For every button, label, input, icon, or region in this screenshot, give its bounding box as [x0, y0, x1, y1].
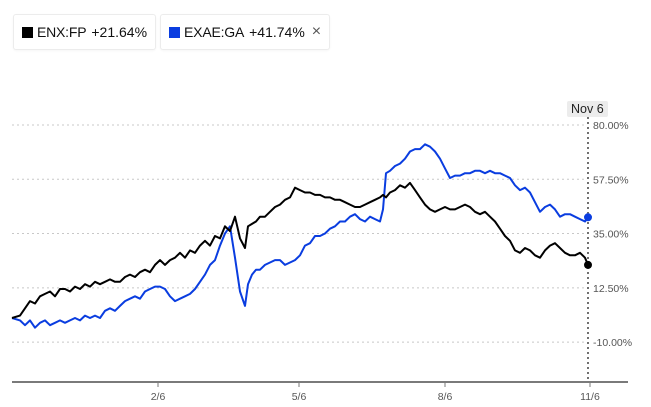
y-tick-label: 35.00%: [593, 229, 629, 241]
series-line-enxfp: [11, 181, 589, 319]
y-tick-label: 80.00%: [593, 120, 629, 132]
legend-chip-enx[interactable]: ENX:FP +21.64%: [13, 14, 157, 50]
legend-ticker: EXAE:GA: [184, 24, 245, 40]
legend-change: +41.74%: [249, 24, 305, 40]
series-line-exaega: [11, 143, 589, 329]
gridlines: [12, 124, 585, 343]
series-endpoint-dot: [584, 260, 592, 269]
close-icon[interactable]: ×: [311, 23, 322, 40]
legend-chip-exae[interactable]: EXAE:GA +41.74% ×: [160, 14, 331, 50]
x-tick-label: 8/6: [438, 391, 453, 403]
series-endpoint-dot: [584, 213, 592, 222]
series-color-swatch-black: [22, 26, 33, 38]
x-tick-label: 5/6: [292, 391, 307, 403]
crosshair-date-label: Nov 6: [567, 101, 608, 117]
x-tick-label: 11/6: [580, 391, 600, 403]
y-tick-label: -10.00%: [593, 337, 632, 349]
y-tick-label: 57.50%: [593, 174, 629, 186]
x-axis-ticks: 2/6 5/6 8/6 11/6: [151, 382, 600, 403]
x-tick-label: 2/6: [151, 391, 166, 403]
legend-ticker: ENX:FP: [37, 24, 87, 40]
y-axis-labels: 80.00% 57.50% 35.00% 12.50% -10.00%: [593, 120, 632, 349]
legend: ENX:FP +21.64% EXAE:GA +41.74% ×: [13, 14, 331, 50]
legend-change: +21.64%: [91, 24, 148, 40]
series-color-swatch-blue: [169, 26, 181, 38]
y-tick-label: 12.50%: [593, 283, 629, 295]
series-lines: [11, 143, 592, 329]
